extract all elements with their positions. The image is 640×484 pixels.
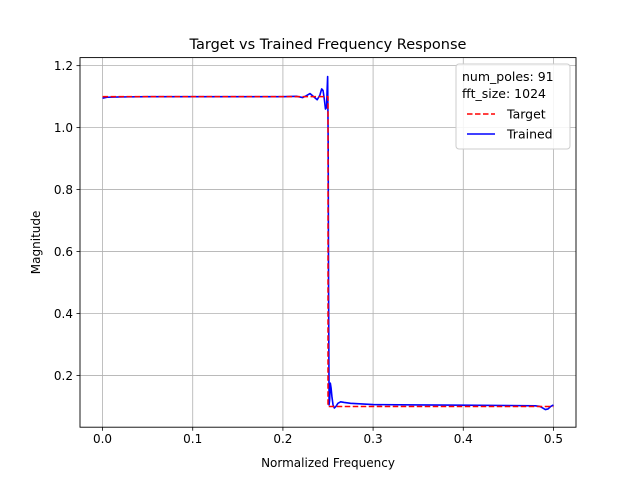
legend-header-num-poles: num_poles: 91	[462, 69, 554, 84]
legend-label-target: Target	[506, 107, 546, 122]
x-tick-label: 0.3	[364, 432, 383, 446]
plot-frame	[79, 57, 577, 428]
legend-label-trained: Trained	[506, 127, 553, 142]
x-tick-label: 0.5	[544, 432, 563, 446]
x-tick-label: 0.4	[454, 432, 473, 446]
series-line-target	[102, 95, 554, 408]
y-tick-label: 0.2	[54, 369, 73, 383]
tick-layer: 0.0 0.1 0.2 0.3 0.4 0.5 0.2 0.4 0.6 0.8 1.0 1.2	[54, 59, 563, 446]
chart-title: Target vs Trained Frequency Response	[189, 37, 467, 53]
x-tick-label: 0.0	[93, 432, 112, 446]
y-tick-label: 1.0	[54, 121, 73, 135]
x-tick-label: 0.2	[273, 432, 292, 446]
legend-header-fft-size: fft_size: 1024	[462, 86, 546, 101]
legend-box	[455, 63, 571, 150]
x-tick-label: 0.1	[183, 432, 202, 446]
y-tick-label: 1.2	[54, 59, 73, 73]
y-tick-label: 0.4	[54, 307, 73, 321]
y-axis-label: Magnitude	[29, 211, 43, 275]
series-layer	[102, 75, 554, 411]
x-axis-label: Normalized Frequency	[261, 456, 395, 470]
y-tick-label: 0.6	[54, 245, 73, 259]
legend: num_poles: 91 fft_size: 1024 Target Trai…	[455, 63, 571, 150]
y-tick-label: 0.8	[54, 183, 73, 197]
